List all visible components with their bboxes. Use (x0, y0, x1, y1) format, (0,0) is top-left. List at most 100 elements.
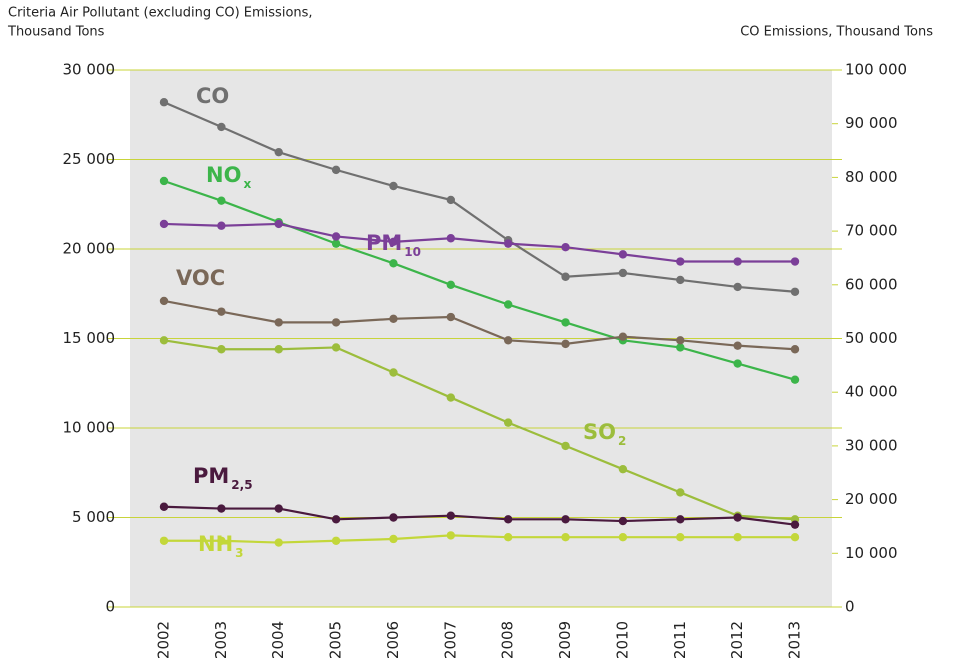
point (331, 239, 341, 248)
point (790, 257, 800, 266)
point (389, 368, 398, 377)
y-title: Criteria Air Pollutant (excluding CO) Em… (8, 6, 313, 21)
y-tick-label: 0 (105, 598, 115, 616)
point (790, 520, 800, 529)
point (733, 359, 742, 368)
series-label: NH 3 (198, 532, 244, 560)
point (331, 232, 341, 241)
point (446, 393, 456, 402)
point (733, 532, 742, 542)
x-tick-label: 2009 (556, 621, 574, 659)
point (159, 219, 169, 229)
point (618, 464, 628, 474)
y2-tick-label: 100 000 (845, 61, 907, 79)
point (274, 345, 283, 354)
series-line (163, 505, 796, 526)
series-name: NO (206, 163, 241, 187)
point (389, 181, 398, 191)
point (331, 318, 341, 327)
y2-tick-label: 30 000 (845, 436, 898, 454)
point (446, 195, 456, 205)
point (217, 536, 226, 545)
y2-tick-label: 50 000 (845, 329, 898, 347)
point (618, 332, 628, 341)
point (217, 221, 226, 230)
point (676, 257, 685, 266)
point (446, 312, 456, 322)
x-tick-label: 2013 (786, 621, 804, 659)
point (733, 282, 742, 292)
point (446, 511, 456, 520)
series-name: NH (198, 532, 233, 556)
x-tick-label: 2010 (613, 621, 631, 659)
point (503, 515, 513, 524)
point (389, 259, 398, 268)
series-subscript: x (243, 177, 251, 191)
point (790, 287, 800, 296)
series-line (163, 101, 796, 293)
series-label: NO x (206, 163, 251, 191)
point (331, 343, 341, 352)
point (389, 534, 398, 544)
series-name: CO (196, 84, 229, 108)
series-label: CO (196, 84, 229, 108)
point (561, 318, 570, 327)
point (331, 165, 341, 175)
point (446, 531, 456, 540)
x-tick-label: 2008 (499, 621, 517, 659)
point (446, 280, 456, 289)
point (274, 538, 283, 547)
point (676, 336, 685, 345)
point (790, 345, 800, 354)
series-subscript: 2,5 (231, 478, 252, 492)
series-name: PM (193, 464, 229, 488)
point (733, 257, 742, 266)
y2-tick-label: 40 000 (845, 383, 898, 401)
y2-tick-label: 20 000 (845, 490, 898, 508)
y-tick-label: 10 000 (63, 419, 116, 437)
series-label: PM 2,5 (193, 464, 253, 492)
point (389, 237, 398, 247)
point (733, 341, 742, 350)
y-tick-label: 30 000 (63, 61, 116, 79)
point (561, 441, 570, 451)
point (389, 513, 398, 522)
point (676, 488, 685, 497)
point (503, 300, 513, 309)
point (676, 532, 685, 542)
point (217, 307, 226, 316)
point (217, 196, 226, 205)
x-tick-label: 2005 (327, 621, 345, 659)
series-name: PM (366, 231, 402, 255)
series-name: VOC (176, 266, 225, 290)
y-title: Thousand Tons (7, 25, 105, 40)
series-line (164, 534, 795, 544)
series-label: VOC (176, 266, 225, 290)
point (446, 234, 456, 243)
y-tick-label: 5 000 (72, 508, 115, 526)
point (790, 375, 800, 384)
point (618, 532, 628, 542)
point (503, 418, 513, 427)
x-tick-label: 2002 (155, 621, 173, 659)
y2-tick-label: 10 000 (845, 544, 898, 562)
series-line (163, 339, 796, 521)
point (618, 268, 628, 278)
point (389, 314, 398, 324)
point (676, 515, 685, 524)
series-subscript: 2 (618, 434, 626, 448)
point (561, 272, 570, 281)
series-subscript: 10 (404, 245, 421, 259)
y-tick-label: 25 000 (63, 150, 116, 168)
point (676, 275, 685, 285)
point (331, 536, 341, 545)
point (733, 513, 742, 522)
series-line (163, 222, 795, 263)
x-tick-label: 2003 (212, 621, 230, 659)
point (561, 532, 570, 542)
point (503, 336, 513, 345)
point (159, 296, 169, 306)
x-tick-label: 2012 (728, 621, 746, 659)
point (503, 239, 513, 248)
